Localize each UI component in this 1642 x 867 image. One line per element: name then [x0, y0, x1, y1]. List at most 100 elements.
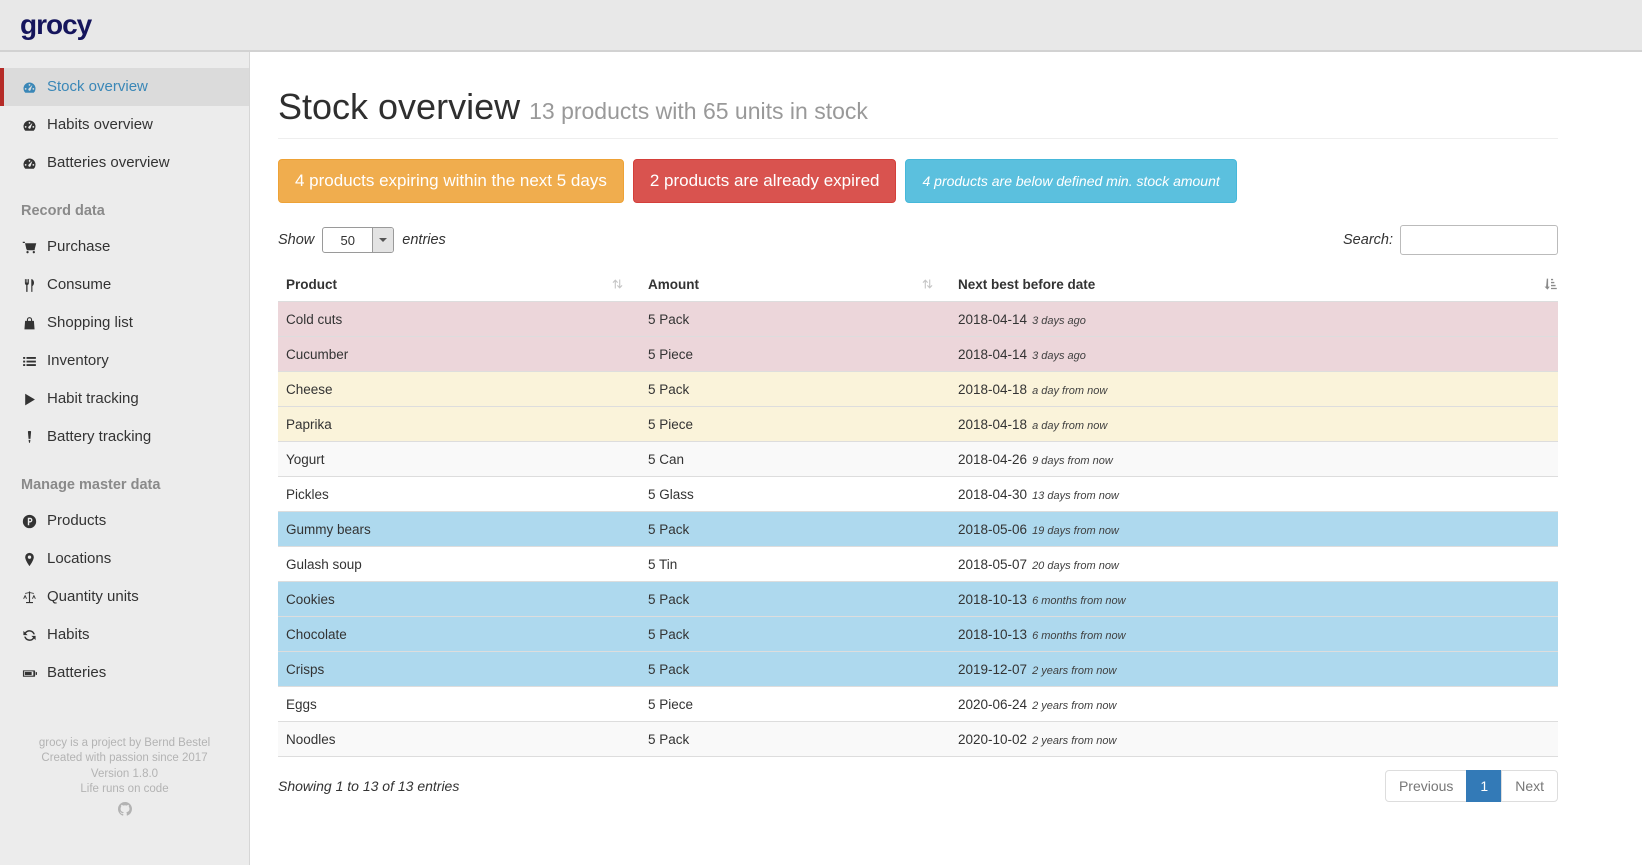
sidebar-footer-line: Created with passion since 2017	[41, 752, 208, 764]
sidebar-item-label: Consume	[47, 276, 112, 293]
table-row: Cookies 5 Pack 2018-10-13 6 months from now	[278, 581, 1558, 617]
play-icon	[21, 391, 37, 407]
sidebar-item-label: Habit tracking	[47, 390, 139, 407]
product-cell: Eggs	[278, 686, 640, 722]
best-before-date: 2018-04-26	[958, 452, 1028, 467]
best-before-cell: 2018-05-07 20 days from now	[950, 546, 1558, 582]
amount-cell: 5 Glass	[640, 476, 950, 512]
sidebar-record-nav: Purchase Consume Shopping list Inventory Hab…	[0, 228, 249, 456]
amount-cell: 5 Pack	[640, 371, 950, 407]
sidebar-item-purchase[interactable]: Purchase	[0, 228, 249, 266]
chevron-down-icon	[372, 228, 394, 252]
column-header-amount[interactable]: Amount	[640, 267, 950, 302]
list-icon	[21, 353, 37, 369]
sidebar-item-label: Battery tracking	[47, 428, 152, 445]
amount-cell: 5 Piece	[640, 686, 950, 722]
sidebar-item-habits[interactable]: Habits	[0, 616, 249, 654]
sidebar-footer-lines: grocy is a project by Bernd Bestel Create…	[0, 736, 249, 798]
github-icon[interactable]	[117, 801, 132, 816]
best-before-date: 2018-10-13	[958, 627, 1028, 642]
page-title: Stock overview	[278, 86, 521, 127]
sidebar-item-shopping-list[interactable]: Shopping list	[0, 304, 249, 342]
sidebar-footer-line: grocy is a project by Bernd Bestel	[38, 736, 211, 749]
stock-table: Product Amount Next best before date Col…	[278, 267, 1558, 757]
table-row: Yogurt 5 Can 2018-04-26 9 days from now	[278, 441, 1558, 477]
sidebar-item-label: Habits	[47, 626, 90, 643]
page-header: Stock overview 13 products with 65 units …	[278, 86, 1558, 139]
sidebar-item-products[interactable]: Products	[0, 502, 249, 540]
search-control: Search:	[1343, 225, 1558, 255]
best-before-cell: 2018-05-06 19 days from now	[950, 511, 1558, 547]
sidebar-item-label: Quantity units	[47, 588, 139, 605]
sidebar-item-label: Purchase	[47, 238, 111, 255]
sort-asc-icon	[1544, 277, 1558, 291]
sidebar-item-battery-tracking[interactable]: Battery tracking	[0, 418, 249, 456]
amount-cell: 5 Pack	[640, 511, 950, 547]
table-row: Paprika 5 Piece 2018-04-18 a day from now	[278, 406, 1558, 442]
table-row: Eggs 5 Piece 2020-06-24 2 years from now	[278, 686, 1558, 722]
sidebar-item-batteries[interactable]: Batteries	[0, 654, 249, 692]
amount-cell: 5 Pack	[640, 301, 950, 337]
sidebar-item-label: Habits overview	[47, 116, 153, 133]
column-label: Amount	[648, 277, 699, 292]
amount-cell: 5 Piece	[640, 406, 950, 442]
amount-cell: 5 Can	[640, 441, 950, 477]
cutlery-icon	[21, 277, 37, 293]
best-before-date: 2018-04-14	[958, 347, 1028, 362]
app-logo[interactable]: grocy	[20, 9, 92, 40]
sidebar-item-consume[interactable]: Consume	[0, 266, 249, 304]
sidebar-item-batteries-overview[interactable]: Batteries overview	[0, 144, 249, 182]
amount-cell: 5 Pack	[640, 721, 950, 757]
refresh-icon	[21, 627, 37, 643]
sidebar-item-habits-overview[interactable]: Habits overview	[0, 106, 249, 144]
product-cell: Cookies	[278, 581, 640, 617]
best-before-cell: 2018-04-26 9 days from now	[950, 441, 1558, 477]
alert-button-danger[interactable]: 2 products are already expired	[632, 159, 897, 203]
sidebar-item-label: Products	[47, 512, 107, 529]
table-footer: Showing 1 to 13 of 13 entries Previous 1…	[278, 770, 1558, 802]
column-label: Next best before date	[958, 277, 1096, 292]
product-circle-icon	[21, 513, 37, 529]
sidebar-item-inventory[interactable]: Inventory	[0, 342, 249, 380]
amount-cell: 5 Pack	[640, 581, 950, 617]
next-page-button[interactable]: Next	[1501, 770, 1558, 802]
sidebar-item-label: Batteries	[47, 664, 107, 681]
best-before-date: 2018-05-07	[958, 557, 1028, 572]
product-cell: Cheese	[278, 371, 640, 407]
alert-button-warning[interactable]: 4 products expiring within the next 5 da…	[278, 159, 624, 203]
sidebar-item-label: Shopping list	[47, 314, 133, 331]
page-1-button[interactable]: 1	[1466, 770, 1503, 802]
best-before-cell: 2018-04-18 a day from now	[950, 406, 1558, 442]
column-header-date[interactable]: Next best before date	[950, 267, 1558, 302]
sidebar-item-habit-tracking[interactable]: Habit tracking	[0, 380, 249, 418]
table-body: Cold cuts 5 Pack 2018-04-14 3 days ago Cucum…	[278, 301, 1558, 757]
shopping-cart-icon	[21, 239, 37, 255]
search-input[interactable]	[1400, 225, 1558, 255]
gauge-icon	[21, 155, 37, 171]
best-before-date: 2018-04-14	[958, 312, 1028, 327]
map-marker-icon	[21, 551, 37, 567]
shopping-bag-icon	[21, 315, 37, 331]
best-before-date: 2018-04-18	[958, 417, 1028, 432]
column-header-product[interactable]: Product	[278, 267, 640, 302]
page-length-control: Show 50 entries	[278, 227, 446, 253]
best-before-date: 2020-10-02	[958, 732, 1028, 747]
sidebar-item-locations[interactable]: Locations	[0, 540, 249, 578]
section-header-master-data: Manage master data	[21, 477, 161, 493]
table-row: Pickles 5 Glass 2018-04-30 13 days from now	[278, 476, 1558, 512]
time-distance-label: 2 years from now	[1032, 665, 1117, 677]
sidebar-item-quantity-units[interactable]: Quantity units	[0, 578, 249, 616]
amount-cell: 5 Piece	[640, 336, 950, 372]
alert-button-info[interactable]: 4 products are below defined min. stock …	[905, 159, 1237, 203]
sidebar-footer-line: Version 1.8.0	[90, 767, 159, 780]
best-before-cell: 2018-04-18 a day from now	[950, 371, 1558, 407]
battery-icon	[21, 665, 37, 681]
time-distance-label: 2 years from now	[1032, 700, 1117, 712]
previous-page-button[interactable]: Previous	[1384, 770, 1468, 802]
section-header-record-data: Record data	[21, 203, 105, 219]
page-length-select[interactable]: 50	[322, 227, 395, 253]
table-head: Product Amount Next best before date	[278, 267, 1558, 302]
sidebar-item-stock-overview[interactable]: Stock overview	[0, 68, 249, 106]
best-before-date: 2018-05-06	[958, 522, 1028, 537]
best-before-cell: 2018-04-14 3 days ago	[950, 336, 1558, 372]
